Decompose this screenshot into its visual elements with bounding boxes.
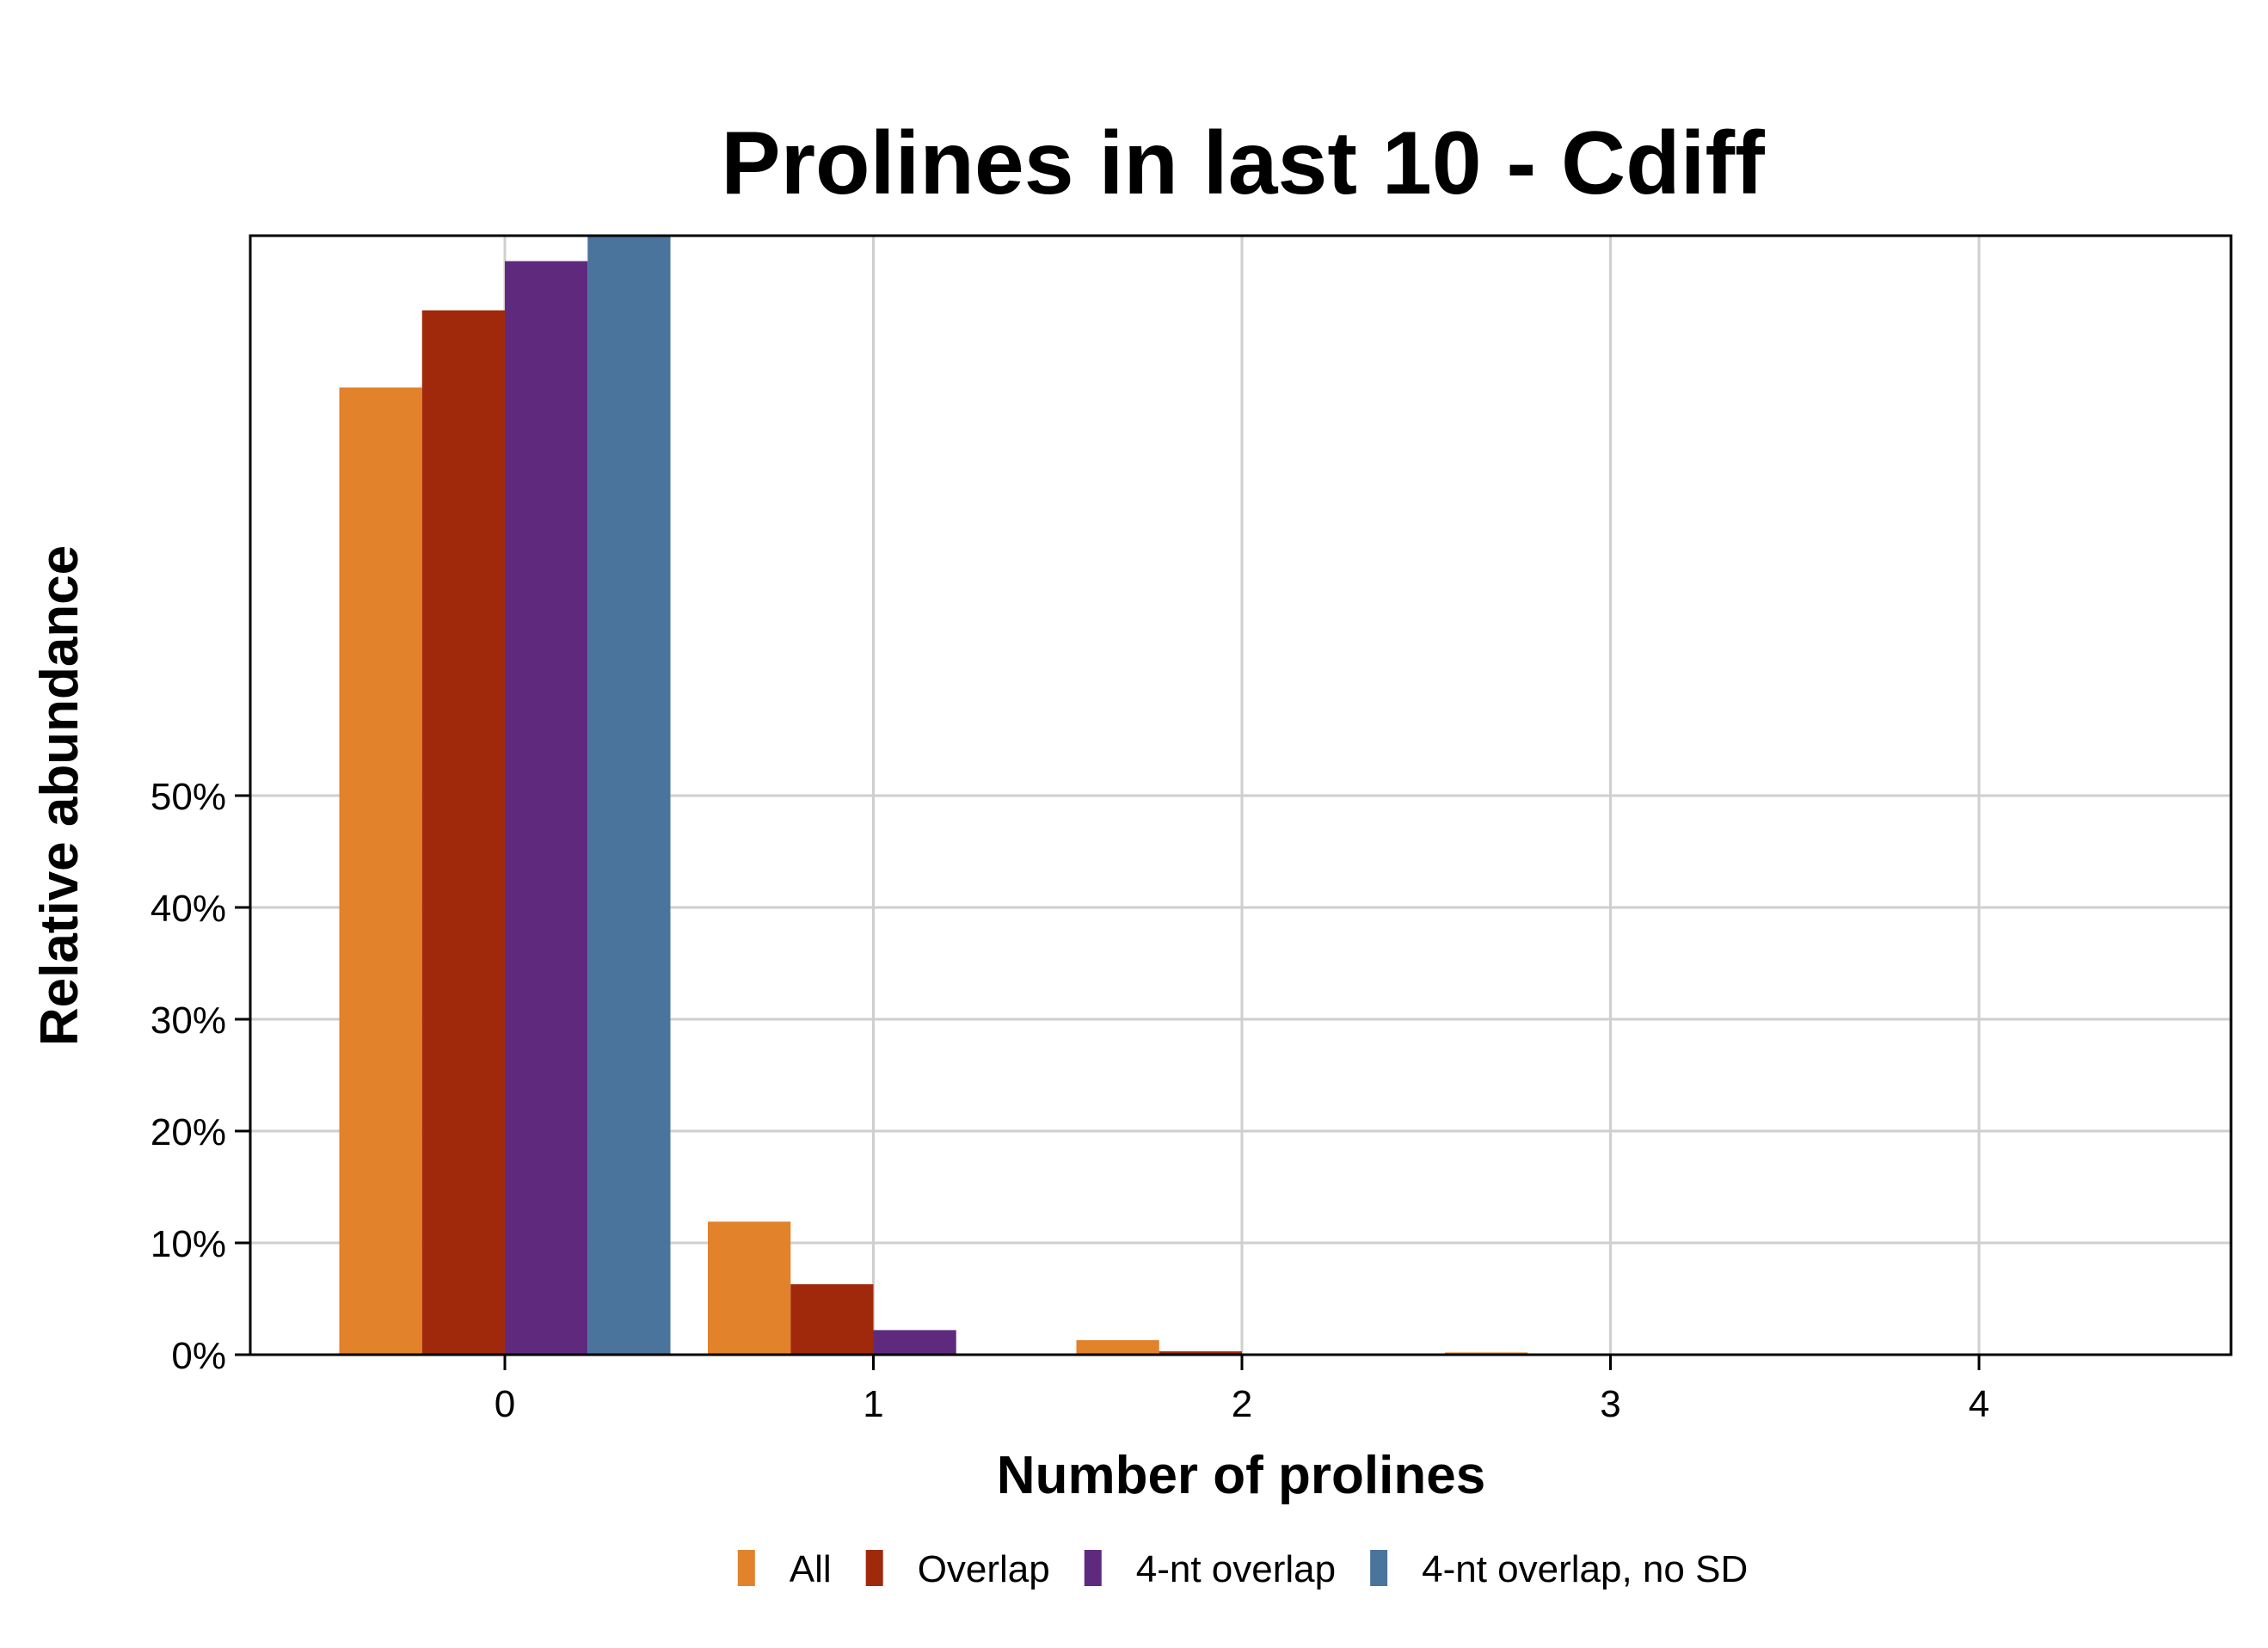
legend-label: 4-nt overlap, no SD	[1422, 1548, 1748, 1590]
bar-overlap-2	[1159, 1351, 1242, 1355]
bar-all-1	[708, 1221, 791, 1355]
y-tick-label: 0%	[171, 1335, 226, 1377]
legend-swatch	[1084, 1550, 1102, 1586]
x-tick-label: 2	[1232, 1383, 1252, 1425]
x-tick-label: 4	[1969, 1383, 1989, 1425]
bars	[339, 237, 1896, 1356]
x-tick-label: 0	[495, 1383, 515, 1425]
legend-swatch	[737, 1550, 755, 1586]
legend: All Overlap 4-nt overlap 4-nt overlap, no S…	[737, 1548, 1748, 1590]
bar-overlap-0	[421, 310, 505, 1355]
legend-label: Overlap	[918, 1548, 1050, 1590]
legend-swatch	[865, 1550, 883, 1586]
bar-4-nt-overlap-0	[505, 261, 588, 1356]
y-axis: 0% 10% 20% 30% 40% 50%	[151, 776, 250, 1377]
legend-item: 4-nt overlap	[1084, 1548, 1336, 1590]
x-tick-label: 3	[1600, 1383, 1620, 1425]
legend-swatch	[1370, 1550, 1388, 1586]
legend-item: 4-nt overlap, no SD	[1370, 1548, 1748, 1590]
y-axis-title: Relative abundance	[30, 545, 89, 1046]
bar-4-nt-overlap-1	[873, 1330, 956, 1355]
x-axis-title: Number of prolines	[997, 1446, 1485, 1505]
legend-item: Overlap	[865, 1548, 1050, 1590]
legend-item: All	[737, 1548, 832, 1590]
chart-title: Prolines in last 10 - Cdiff	[721, 114, 1765, 213]
y-tick-label: 20%	[151, 1111, 226, 1153]
x-axis: 0 1 2 3 4	[495, 1355, 1989, 1425]
bar-all-0	[339, 387, 422, 1355]
bar-overlap-1	[790, 1284, 874, 1355]
bar-4-nt-overlap-no-sd-0	[587, 237, 671, 1355]
legend-label: 4-nt overlap	[1136, 1548, 1336, 1590]
bar-all-2	[1076, 1340, 1159, 1355]
y-tick-label: 40%	[151, 888, 226, 930]
legend-label: All	[790, 1548, 832, 1590]
y-tick-label: 30%	[151, 999, 226, 1042]
y-tick-label: 10%	[151, 1223, 226, 1265]
y-tick-label: 50%	[151, 776, 226, 818]
x-tick-label: 1	[863, 1383, 883, 1425]
